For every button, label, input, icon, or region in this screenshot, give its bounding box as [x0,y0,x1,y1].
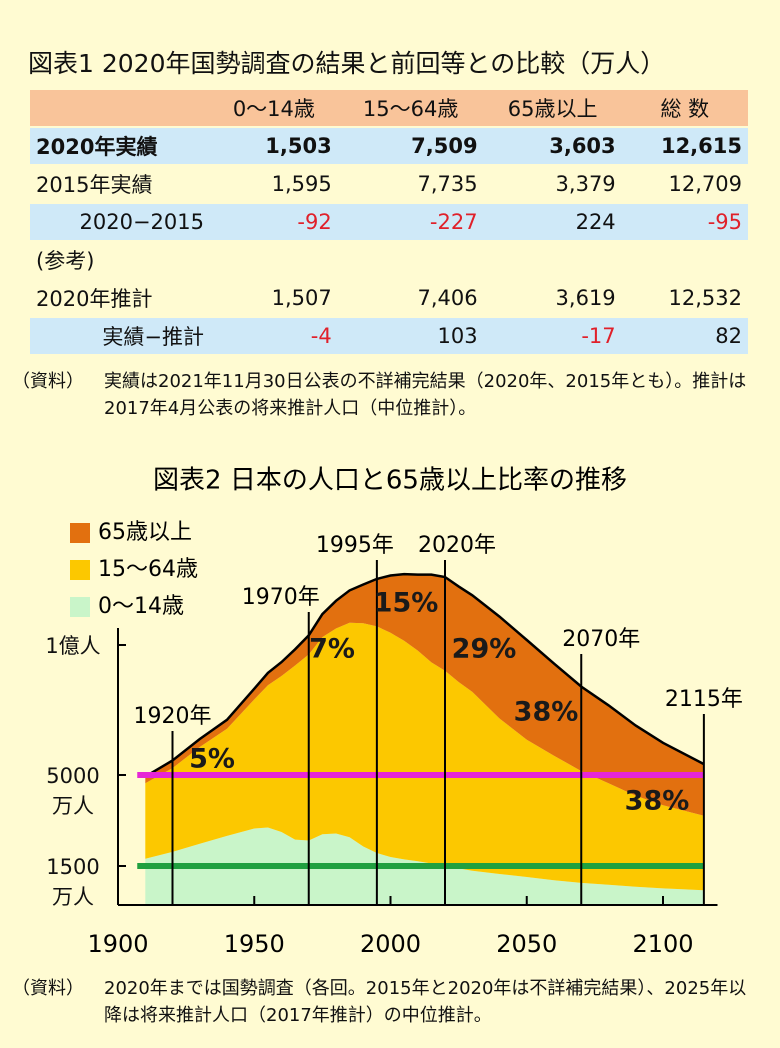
table-row: 2020年推計 1,507 7,406 3,619 12,532 [30,280,748,316]
cell: -92 [210,204,338,240]
legend-label: 15〜64歳 [98,557,198,582]
y-tick-label: 1500万人 [46,855,100,909]
x-tick-label: 1950 [224,930,285,958]
row-label: 実績−推計 [30,318,210,354]
row-label: (参考) [36,249,95,273]
row-label: 2020年推計 [36,287,153,311]
year-label: 1970年 [242,585,320,610]
row-label: 2020年実績 [30,128,210,164]
header-cell [30,90,210,126]
table-row: 2020−2015 -92 -227 224 -95 [30,204,748,240]
ratio-label: 15% [374,588,439,619]
cell: 7,735 [417,172,478,196]
row-label: 2020−2015 [30,204,210,240]
cell: 224 [483,204,622,240]
ratio-label: 7% [309,634,355,665]
ratio-label: 5% [189,744,235,775]
table-row: 2020年実績 1,503 7,509 3,603 12,615 [30,128,748,164]
year-label: 1995年 [316,533,394,558]
header-cell: 0〜14歳 [210,90,338,126]
cell: 12,709 [668,172,742,196]
year-label: 2115年 [665,687,743,712]
cell: 1,507 [271,286,332,310]
cell: 3,603 [483,128,622,164]
cell: 1,595 [271,172,332,196]
table-row: 2015年実績 1,595 7,735 3,379 12,709 [30,166,748,202]
cell: 7,509 [337,128,484,164]
legend-label: 0〜14歳 [98,594,184,619]
legend-swatch [70,523,90,543]
table-note: （資料） 実績は2021年11月30日公表の不詳補完結果（2020年、2015年… [12,368,752,422]
table-row: 実績−推計 -4 103 -17 82 [30,318,748,354]
cell: 82 [621,318,748,354]
note-text: 実績は2021年11月30日公表の不詳補完結果（2020年、2015年とも）。推… [104,371,747,419]
chart-note: （資料） 2020年までは国勢調査（各回。2015年と2020年は不詳補完結果）… [12,975,752,1029]
note-label: （資料） [12,371,84,392]
legend-label: 65歳以上 [98,520,192,545]
x-tick-label: 2050 [496,930,557,958]
chart-title: 図表2 日本の人口と65歳以上比率の推移 [153,466,627,496]
header-cell: 総 数 [621,90,748,126]
cell: -95 [621,204,748,240]
cell: -227 [337,204,484,240]
legend-swatch [70,560,90,580]
x-tick-label: 2100 [632,930,693,958]
y-tick-label: 1億人 [45,634,101,658]
year-label: 2070年 [562,627,640,652]
cell: 3,379 [555,172,616,196]
cell: 1,503 [210,128,338,164]
note-label: （資料） [12,978,84,999]
table-row: (参考) [30,242,748,278]
header-cell: 65歳以上 [483,90,622,126]
legend-swatch [70,597,90,617]
area [145,622,704,891]
comparison-table: 0〜14歳 15〜64歳 65歳以上総 数 2020年実績 1,503 7,509 3,60… [30,88,748,356]
note-text: 2020年までは国勢調査（各回。2015年と2020年は不詳補完結果）、2025… [104,978,747,1026]
year-label: 1920年 [134,704,212,729]
cell: -4 [210,318,338,354]
ratio-label: 38% [514,697,579,728]
total-outline [144,572,705,778]
cell: 103 [337,318,484,354]
header-row: 0〜14歳 15〜64歳 65歳以上総 数 [30,90,748,126]
cell: 7,406 [417,286,478,310]
header-cell: 15〜64歳 [337,90,484,126]
area [145,574,704,816]
y-tick-label: 5000万人 [46,764,100,818]
ratio-label: 29% [452,634,517,665]
ratio-label: 38% [625,786,690,817]
row-label: 2015年実績 [36,173,153,197]
cell: 12,615 [621,128,748,164]
cell: 12,532 [668,286,742,310]
cell: 3,619 [555,286,616,310]
cell: -17 [483,318,622,354]
x-tick-label: 2000 [360,930,421,958]
table-title: 図表1 2020年国勢調査の結果と前回等との比較（万人） [28,49,666,78]
x-tick-label: 1900 [87,930,148,958]
year-label: 2020年 [418,533,496,558]
